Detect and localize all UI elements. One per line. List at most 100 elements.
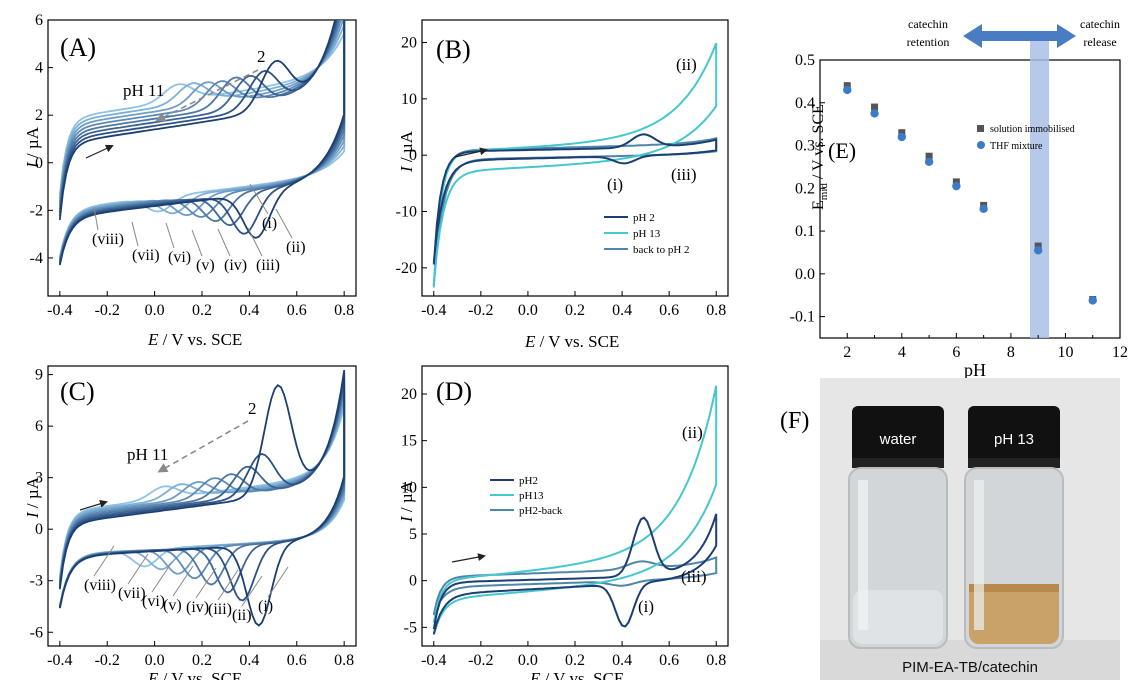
panel-f-label: (F)	[780, 408, 809, 434]
panel-a-ytick-label-5: -4	[30, 250, 43, 267]
vial-ph13-cap	[968, 406, 1060, 468]
panel-a-xtick-label-0: -0.4	[47, 302, 72, 319]
panel-a-roman-3: (iv)	[224, 257, 247, 274]
panel-c-ph-annotation: pH 11	[127, 445, 168, 464]
panel-b-ytick-label-1: 10	[401, 91, 417, 108]
panel-e-circle-point-3	[924, 157, 934, 166]
panel-e-square-point-0	[843, 82, 851, 90]
panel-e-ylabel: Emid / V vs. SCE	[810, 104, 830, 210]
panel-c-leader-6	[127, 553, 149, 585]
panel-a-roman-labels: (i) (ii) (iii) (iv) (v) (vi) (vii) (viii)	[92, 183, 306, 274]
panel-c-xtick-label-2: 0.0	[145, 652, 165, 669]
panel-c-roman-1: (ii)	[232, 607, 252, 624]
panel-d-frame	[421, 365, 729, 647]
panel-a-roman-7: (viii)	[92, 231, 124, 248]
panel-d-ytick-label-3: 5	[409, 526, 417, 543]
panel-b-xtick-label-6: 0.8	[706, 302, 726, 319]
panel-b-xtick-label-0: -0.4	[421, 302, 446, 319]
panel-d-ytick-label-1: 15	[401, 433, 417, 450]
panel-b-ytick-label-2: 0	[409, 147, 417, 164]
panel-e: 2 4 6 8 10 12 0.5 0.4 0.3 0.2 0.1 0.0 -0.1 (E) solut…	[790, 17, 1128, 380]
panel-a-ph-annotation: pH 11	[123, 81, 164, 100]
panel-e-circle-point-2	[897, 132, 907, 142]
vial-water-liquid	[853, 590, 943, 644]
panel-a-label: (A)	[60, 33, 96, 62]
panel-e-label: (E)	[828, 138, 856, 163]
vial-ph13-label: pH 13	[994, 431, 1034, 448]
panel-c-leader-5	[151, 561, 173, 593]
panel-d: -0.4 -0.2 0.0 0.2 0.4 0.6 0.8 20 15 10 5 0 -5 (D) (i…	[397, 365, 729, 680]
panel-e-square-point-3	[925, 152, 933, 160]
panel-d-cv-curve-1	[432, 556, 718, 616]
panel-c-ytick-label-5: -6	[30, 624, 43, 641]
panel-d-cv-curve-3	[432, 513, 718, 635]
panel-a-ytick-label-2: 2	[35, 107, 43, 124]
panel-e-shaded-band	[1030, 38, 1050, 338]
panel-b: -0.4 -0.2 0.0 0.2 0.4 0.6 0.8 20 10 0 -10 -20 (B) (…	[396, 19, 729, 351]
panel-b-mark-i: (i)	[607, 175, 623, 194]
panel-a-leader-1	[275, 208, 293, 239]
panel-e-ytick-label-3: 0.2	[795, 180, 815, 197]
panel-a-roman-5: (vi)	[168, 249, 191, 266]
panel-e-square-point-2	[898, 129, 906, 137]
panel-a-xtick-label-3: 0.2	[192, 302, 212, 319]
panel-a-cv-curve-8	[58, 32, 346, 257]
panel-a-shift-arrow	[155, 69, 259, 122]
panel-c-xtick-label-1: -0.2	[95, 652, 120, 669]
panel-a-xlabel: E / V vs. SCE	[147, 330, 242, 349]
panel-d-xtick-label-5: 0.6	[659, 652, 679, 669]
panel-e-legend: solution immobilised THF mixture	[977, 124, 1075, 152]
panel-c-label: (C)	[60, 377, 95, 406]
panel-d-curves	[432, 385, 718, 636]
panel-c-leader-4	[172, 565, 194, 597]
panel-c-leader-1	[241, 575, 263, 607]
panel-a-xtick-label-2: 0.0	[145, 302, 165, 319]
panel-c-xtick-label-4: 0.4	[239, 652, 259, 669]
panel-a-scan-arrow	[85, 144, 114, 159]
panel-e-square-point-6	[1034, 242, 1042, 250]
panel-e-ytick-label-5: 0.0	[795, 266, 815, 283]
panel-e-legend-1: solution immobilised	[990, 124, 1075, 135]
panel-e-circle-point-1	[870, 109, 879, 118]
panel-c-ytick-label-3: 0	[35, 521, 43, 538]
panel-c-cv-curve-1	[58, 369, 346, 627]
vial-ph13-liquid	[969, 584, 1059, 644]
panel-c-roman-5: (vi)	[142, 593, 165, 610]
vial-water-cap	[852, 406, 944, 468]
panel-a-ytick-label-1: 4	[35, 60, 43, 77]
panel-b-ylabel: I / µA	[397, 130, 416, 173]
panel-b-legend-3: back to pH 2	[633, 244, 690, 256]
panel-a-ytick-label-0: 6	[35, 12, 43, 29]
panel-e-circle-point-6	[1033, 246, 1043, 255]
panel-b-scan-arrow	[454, 147, 488, 158]
panel-b-curves	[432, 42, 718, 288]
panel-b-legend-2: pH 13	[633, 228, 661, 240]
panel-e-frame	[819, 59, 1121, 339]
panel-a: -0.4 -0.2 0.0 0.2 0.4 0.6 0.8 6 4 2 0 -2 -4 (A) pH 1…	[23, 12, 357, 349]
panel-a-roman-2: (iii)	[256, 257, 280, 274]
panel-c-xtick-label-0: -0.4	[47, 652, 72, 669]
panel-c-ylabel: I / µA	[23, 476, 42, 519]
panel-d-xtick-label-6: 0.8	[706, 652, 726, 669]
panel-d-ytick-label-4: 0	[409, 573, 417, 590]
panel-a-leader-7	[93, 206, 99, 231]
panel-a-xtick-label-1: -0.2	[95, 302, 120, 319]
panel-a-roman-4: (v)	[196, 257, 215, 274]
panel-d-xtick-label-2: 0.0	[518, 652, 538, 669]
panel-d-ytick-label-5: -5	[404, 619, 417, 636]
panel-e-legend-square	[977, 125, 984, 132]
panel-b-mark-iii: (iii)	[671, 165, 697, 184]
panel-b-ytick-label-4: -20	[396, 260, 417, 277]
panel-d-ytick-label-0: 20	[401, 386, 417, 403]
panel-c-roman-3: (iv)	[186, 599, 209, 616]
panel-e-square-point-1	[871, 103, 879, 111]
panel-d-legend-3: pH2-back	[519, 505, 563, 517]
panel-c-cycle-number: 2	[248, 399, 257, 418]
panel-a-leader-4	[191, 229, 203, 257]
panel-a-leader-2	[247, 227, 263, 257]
panel-c-ytick-label-4: -3	[30, 573, 43, 590]
panel-a-xtick-label-5: 0.6	[287, 302, 307, 319]
panel-c: -0.4 -0.2 0.0 0.2 0.4 0.6 0.8 9 6 3 0 -3 -6 (C) pH 1…	[23, 365, 357, 680]
panel-b-xlabel: E / V vs. SCE	[524, 332, 619, 351]
